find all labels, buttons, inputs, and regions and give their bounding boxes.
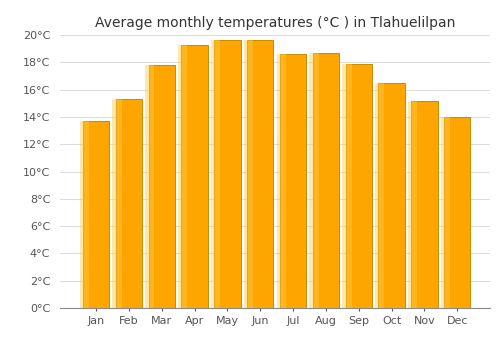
Bar [247, 41, 274, 308]
Bar [80, 121, 88, 308]
Bar [310, 53, 318, 308]
Bar [214, 41, 240, 308]
Bar [182, 44, 208, 308]
Bar [145, 65, 154, 308]
Bar [276, 54, 286, 308]
Bar [280, 54, 306, 308]
Bar [378, 83, 405, 308]
Bar [112, 99, 122, 308]
Bar [116, 99, 142, 308]
Title: Average monthly temperatures (°C ) in Tlahuelilpan: Average monthly temperatures (°C ) in Tl… [95, 16, 455, 30]
Bar [441, 117, 450, 308]
Bar [342, 64, 351, 308]
Bar [178, 44, 188, 308]
Bar [375, 83, 384, 308]
Bar [148, 65, 175, 308]
Bar [444, 117, 470, 308]
Bar [408, 100, 417, 308]
Bar [83, 121, 109, 308]
Bar [346, 64, 372, 308]
Bar [211, 41, 220, 308]
Bar [313, 53, 339, 308]
Bar [244, 41, 253, 308]
Bar [412, 100, 438, 308]
